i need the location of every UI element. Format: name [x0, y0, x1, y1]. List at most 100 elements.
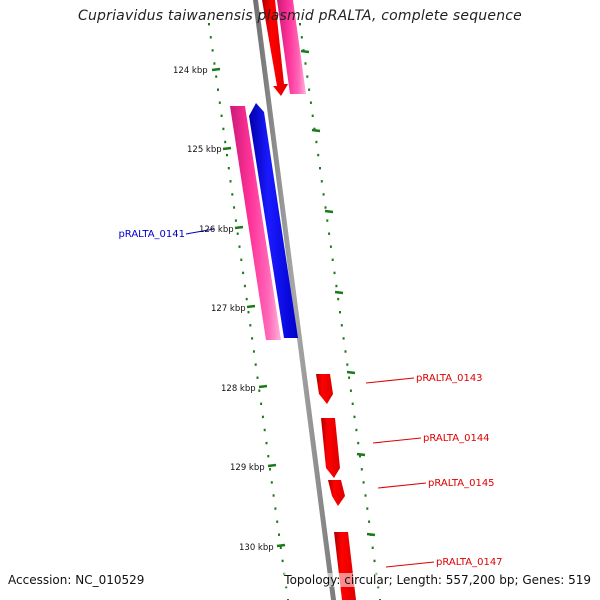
outer-ring-dot: [344, 350, 347, 353]
outer-ring-dot: [315, 140, 318, 144]
inner-ring-dot: [208, 23, 210, 26]
inner-ring-dot: [243, 284, 246, 288]
outer-ring-dot: [317, 153, 320, 157]
outer-tick-marks: [300, 49, 376, 537]
outer-ring-tick: [300, 49, 310, 54]
outer-ring-dot: [337, 297, 340, 301]
inner-ring-dot: [281, 559, 284, 563]
inner-ring-dot: [226, 153, 228, 157]
kbp-label-127: 127 kbp: [211, 304, 246, 314]
inner-ring-dot: [213, 62, 216, 65]
inner-ring-dot: [231, 193, 234, 196]
inner-ring-dot: [276, 520, 279, 523]
outer-ring-dot: [308, 88, 311, 91]
outer-ring-dot: [320, 180, 323, 183]
outer-dotted-ring: [299, 23, 381, 600]
inner-ring-dot: [211, 49, 214, 52]
inner-ring-dot: [240, 258, 243, 261]
inner-ring-dot: [267, 455, 270, 458]
inner-ring-dot: [209, 36, 212, 39]
outer-ring-tick: [366, 532, 376, 537]
outer-ring-dot: [373, 559, 376, 563]
gene-feature-top: [277, 0, 306, 94]
inner-ring-dot: [269, 468, 271, 471]
outer-ring-dot: [368, 520, 371, 523]
kbp-label-125: 125 kbp: [187, 145, 222, 155]
inner-ring-dot: [251, 337, 254, 340]
inner-ring-dot: [227, 167, 230, 170]
kbp-major-tick: [211, 67, 221, 72]
inner-ring-dot: [254, 363, 257, 366]
outer-ring-tick: [346, 370, 356, 375]
inner-ring-dot: [218, 101, 221, 104]
gene-label-pralta-0144[interactable]: pRALTA_0144: [423, 433, 490, 444]
inner-ring-dot: [260, 402, 263, 405]
accession-text: Accession: NC_010529: [8, 573, 145, 587]
inner-ring-dot: [258, 389, 261, 392]
outer-ring-dot: [360, 468, 363, 471]
kbp-label-128: 128 kbp: [221, 384, 256, 394]
gene-label-pralta-0145[interactable]: pRALTA_0145: [428, 478, 495, 489]
outer-ring-dot: [328, 232, 331, 235]
inner-ring-dot: [247, 311, 250, 314]
map-title: Cupriavidus taiwanensis plasmid pRALTA, …: [78, 8, 522, 24]
kbp-label-130: 130 kbp: [239, 543, 274, 553]
outer-ring-dot: [329, 245, 332, 248]
leader-line-pralta-0144: [372, 437, 422, 444]
kbp-major-tick: [258, 384, 268, 389]
leader-line-pralta-0141: [185, 228, 215, 235]
inner-ring-dot: [279, 546, 282, 549]
outer-ring-tick: [334, 290, 344, 295]
outer-ring-dot: [319, 167, 321, 170]
outer-ring-dot: [348, 376, 351, 379]
inner-ring-dot: [278, 533, 280, 536]
inner-ring-dot: [217, 88, 219, 91]
outer-ring-dot: [353, 415, 356, 419]
outer-ring-tick: [324, 209, 334, 214]
outer-ring-dot: [349, 389, 352, 392]
inner-ring-dot: [229, 180, 232, 183]
inner-dotted-ring: [208, 23, 289, 600]
kbp-major-tick: [246, 304, 256, 309]
gene-feature-pralta-0141: [230, 106, 281, 340]
outer-ring-dot: [326, 219, 329, 222]
inner-ring-dot: [215, 75, 218, 78]
outer-ring-dot: [346, 363, 349, 366]
outer-ring-dot: [324, 206, 327, 209]
outer-ring-dot: [366, 507, 369, 510]
inner-ring-dot: [236, 232, 239, 235]
inner-ring-dot: [222, 127, 225, 131]
inner-ring-dot: [285, 585, 288, 589]
sequence-summary: Topology: circular; Length: 557,200 bp; …: [284, 573, 591, 587]
outer-ring-dot: [311, 114, 314, 117]
gene-label-pralta-0141[interactable]: pRALTA_0141: [118, 229, 185, 240]
inner-ring-dot: [263, 428, 266, 432]
kbp-major-tick: [222, 146, 232, 151]
inner-ring-dot: [249, 324, 252, 327]
outer-ring-dot: [339, 311, 341, 314]
outer-ring-dot: [300, 36, 303, 39]
outer-ring-dot: [299, 23, 301, 26]
outer-ring-dot: [340, 324, 343, 327]
inner-ring-dot: [270, 481, 273, 484]
gene-label-pralta-0143[interactable]: pRALTA_0143: [416, 373, 483, 384]
inner-ring-dot: [238, 245, 241, 248]
sequence-backbone: [253, 0, 336, 600]
outer-ring-dot: [313, 127, 316, 131]
cds-feature-pralta-0143: [316, 374, 333, 404]
kbp-major-tick: [234, 225, 244, 230]
kbp-major-tick: [267, 463, 277, 468]
outer-ring-dot: [377, 585, 380, 589]
inner-ring-dot: [274, 507, 277, 510]
outer-ring-dot: [342, 337, 345, 340]
outer-ring-dot: [362, 481, 365, 484]
cds-feature-top: [262, 0, 288, 96]
gene-label-pralta-0147[interactable]: pRALTA_0147: [436, 557, 503, 568]
inner-ring-dot: [252, 350, 255, 353]
cds-feature-pralta-0145: [328, 480, 345, 506]
inner-ring-dot: [242, 271, 245, 275]
kbp-label-126: 126 kbp: [199, 225, 234, 235]
outer-ring-dot: [364, 494, 367, 497]
inner-ring-dot: [245, 297, 248, 301]
